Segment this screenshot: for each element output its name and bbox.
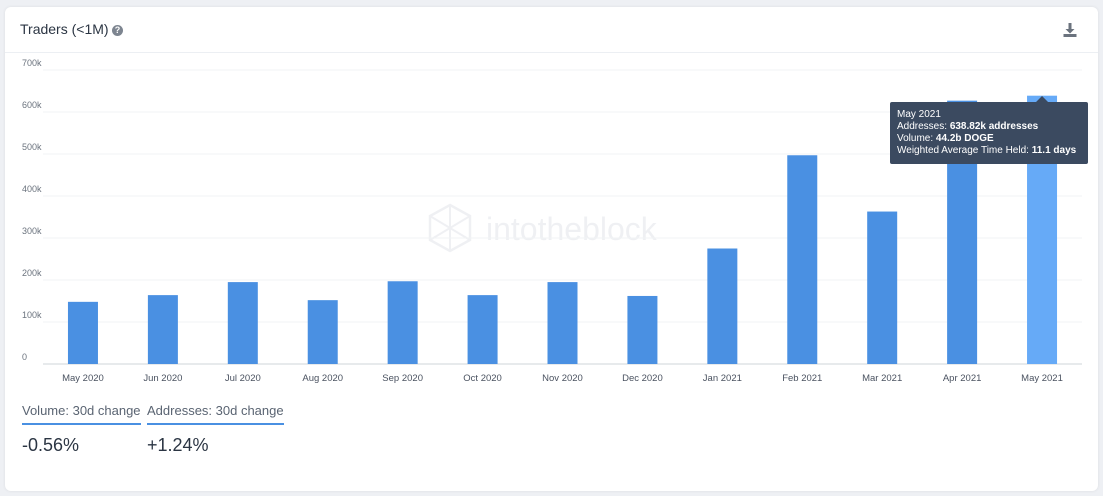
x-tick-label: Jan 2021 bbox=[703, 373, 742, 384]
y-tick-label: 400k bbox=[22, 184, 42, 194]
y-tick-label: 100k bbox=[22, 310, 42, 320]
watermark-text: intotheblock bbox=[486, 211, 658, 247]
tooltip-row: Addresses: 638.82k addresses bbox=[897, 121, 1039, 132]
tooltip-row: Volume: 44.2b DOGE bbox=[897, 133, 994, 144]
x-tick-label: Sep 2020 bbox=[382, 373, 423, 384]
x-tick-label: Oct 2020 bbox=[463, 373, 502, 384]
intotheblock-logo-icon bbox=[428, 203, 472, 253]
bar-may-2020[interactable] bbox=[67, 301, 98, 364]
question-circle-icon[interactable]: ? bbox=[112, 25, 123, 36]
tooltip-box bbox=[890, 102, 1088, 164]
intotheblock-watermark: intotheblock bbox=[428, 203, 658, 253]
tooltip-row-value: 44.2b DOGE bbox=[936, 133, 994, 144]
bar-mar-2021[interactable] bbox=[867, 211, 898, 364]
bar-nov-2020[interactable] bbox=[547, 282, 578, 364]
volume-change-label: Volume: 30d change bbox=[22, 403, 141, 425]
x-tick-label: Mar 2021 bbox=[862, 373, 902, 384]
y-tick-label: 0 bbox=[22, 352, 27, 362]
tooltip-arrow bbox=[1036, 96, 1049, 102]
tooltip-row-value: 11.1 days bbox=[1032, 145, 1077, 156]
x-tick-label: May 2020 bbox=[62, 373, 104, 384]
bar-feb-2021[interactable] bbox=[787, 155, 818, 364]
chart-title: Traders (<1M) bbox=[20, 21, 109, 37]
y-tick-label: 500k bbox=[22, 142, 42, 152]
tooltip-row-value: 638.82k addresses bbox=[950, 121, 1039, 132]
card-header: Traders (<1M) ? bbox=[5, 7, 1098, 53]
x-tick-label: Jul 2020 bbox=[225, 373, 261, 384]
x-tick-label: Apr 2021 bbox=[943, 373, 982, 384]
bar-oct-2020[interactable] bbox=[467, 295, 498, 364]
tooltip-row: Weighted Average Time Held: 11.1 days bbox=[897, 145, 1077, 156]
download-icon[interactable] bbox=[1062, 22, 1078, 38]
x-tick-label: Aug 2020 bbox=[302, 373, 343, 384]
x-tick-label: May 2021 bbox=[1021, 373, 1063, 384]
volume-change-metric: Volume: 30d change -0.56% bbox=[22, 402, 141, 456]
y-tick-label: 300k bbox=[22, 226, 42, 236]
x-tick-label: Feb 2021 bbox=[782, 373, 822, 384]
x-tick-label: Jun 2020 bbox=[143, 373, 182, 384]
bar-jan-2021[interactable] bbox=[707, 248, 738, 365]
tooltip-row-label: Weighted Average Time Held: bbox=[897, 145, 1032, 156]
x-tick-label: Dec 2020 bbox=[622, 373, 663, 384]
traders-card: Traders (<1M) ? bbox=[5, 7, 1098, 491]
bar-dec-2020[interactable] bbox=[627, 295, 658, 364]
bar-jun-2020[interactable] bbox=[147, 295, 178, 364]
bar-chart: intotheblock 0 100k 200k 300k 400k 500k 600k 70… bbox=[22, 58, 1088, 384]
bar-jul-2020[interactable] bbox=[227, 282, 258, 364]
addresses-change-label: Addresses: 30d change bbox=[147, 403, 284, 425]
y-tick-label: 700k bbox=[22, 58, 42, 68]
tooltip-row-label: Addresses: bbox=[897, 121, 950, 132]
bar-sep-2020[interactable] bbox=[387, 281, 418, 364]
y-tick-label: 600k bbox=[22, 100, 42, 110]
tooltip-title: May 2021 bbox=[897, 109, 941, 120]
y-tick-label: 200k bbox=[22, 268, 42, 278]
volume-change-value: -0.56% bbox=[22, 435, 80, 455]
tooltip-row-label: Volume: bbox=[897, 133, 936, 144]
bar-aug-2020[interactable] bbox=[307, 300, 338, 364]
x-tick-label: Nov 2020 bbox=[542, 373, 583, 384]
addresses-change-metric: Addresses: 30d change +1.24% bbox=[147, 402, 284, 456]
addresses-change-value: +1.24% bbox=[147, 435, 209, 455]
